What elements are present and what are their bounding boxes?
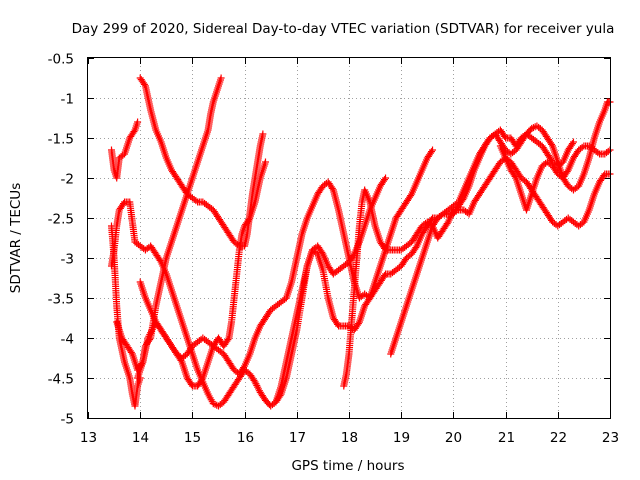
data-point [563,168,571,176]
data-point [198,376,206,384]
data-point [569,138,577,146]
data-point [443,220,451,228]
plot-frame [87,57,611,419]
data-point [261,158,269,166]
data-point [318,248,326,256]
data-point [407,192,415,200]
x-tick-label: 21 [498,430,515,446]
x-tick-label: 18 [341,430,358,446]
x-tick-label: 16 [237,430,254,446]
series-arc-3 [107,174,390,410]
series-arc-1 [107,118,142,182]
data-point [130,128,138,136]
data-point [217,74,225,82]
x-tick-label: 14 [132,430,149,446]
chart-title: Day 299 of 2020, Sidereal Day-to-day VTE… [72,21,615,37]
axis-ticks: 13 14 15 16 17 18 19 20 21 22 23 -5 -4.5 -4 -3.5 -3 -2.5… [48,52,619,447]
data-point [568,140,576,148]
data-point [382,174,390,182]
series-arc-6 [136,74,267,250]
data-point [240,364,248,372]
x-tick-label: 20 [445,430,462,446]
x-tick-label: 23 [602,430,619,446]
y-tick-label: -0.5 [48,52,74,68]
data-point [380,176,388,184]
data-point [427,148,435,156]
y-tick-label: -3.5 [48,292,74,308]
data-point [548,140,556,148]
data-point [412,244,420,252]
x-tick-label: 17 [289,430,306,446]
x-tick-label: 15 [184,430,201,446]
data-points [107,74,614,410]
data-point [511,172,519,180]
data-point [224,336,232,344]
data-point [146,336,154,344]
y-tick-label: -2 [61,172,74,188]
y-tick-label: -5 [61,412,74,428]
x-tick-label: 22 [550,430,567,446]
data-point [259,130,267,138]
data-point [134,118,142,126]
data-point [140,80,148,88]
y-axis-label: SDTVAR / TECUs [8,183,24,293]
y-tick-label: -4.5 [48,372,74,388]
y-tick-label: -4 [61,332,74,348]
data-point [354,320,362,328]
data-point [328,184,336,192]
y-tick-label: -3 [61,252,74,268]
series-arc-11 [496,142,614,214]
y-tick-label: -1 [61,92,74,108]
series-arc-5 [134,74,225,382]
x-tick-label: 13 [80,430,97,446]
y-tick-label: -2.5 [48,212,74,228]
x-tick-label: 19 [393,430,410,446]
x-axis-label: GPS time / hours [291,458,404,474]
y-tick-label: -1.5 [48,132,74,148]
data-point [429,146,437,154]
data-point [127,348,135,356]
